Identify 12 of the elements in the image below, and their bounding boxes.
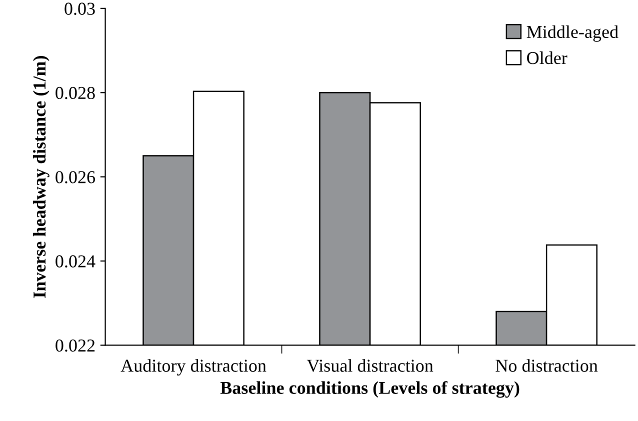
x-tick-label: Auditory distraction <box>120 359 266 376</box>
x-axis-title: Baseline conditions (Levels of strategy) <box>220 381 520 398</box>
legend-label: Older <box>527 51 568 64</box>
y-axis-title: Inverse headway distance (1/m) <box>32 56 50 298</box>
x-tick-label: No distraction <box>496 359 598 372</box>
y-tick-label: 0.026 <box>56 171 96 184</box>
y-tick-label: 0.028 <box>56 86 95 100</box>
y-tick-label: 0.022 <box>56 339 95 352</box>
x-tick-label: Visual distraction <box>306 359 434 372</box>
y-tick-label: 0.03 <box>64 2 95 15</box>
y-tick-label: 0.024 <box>56 255 96 268</box>
legend-label: Middle-aged <box>526 25 618 42</box>
